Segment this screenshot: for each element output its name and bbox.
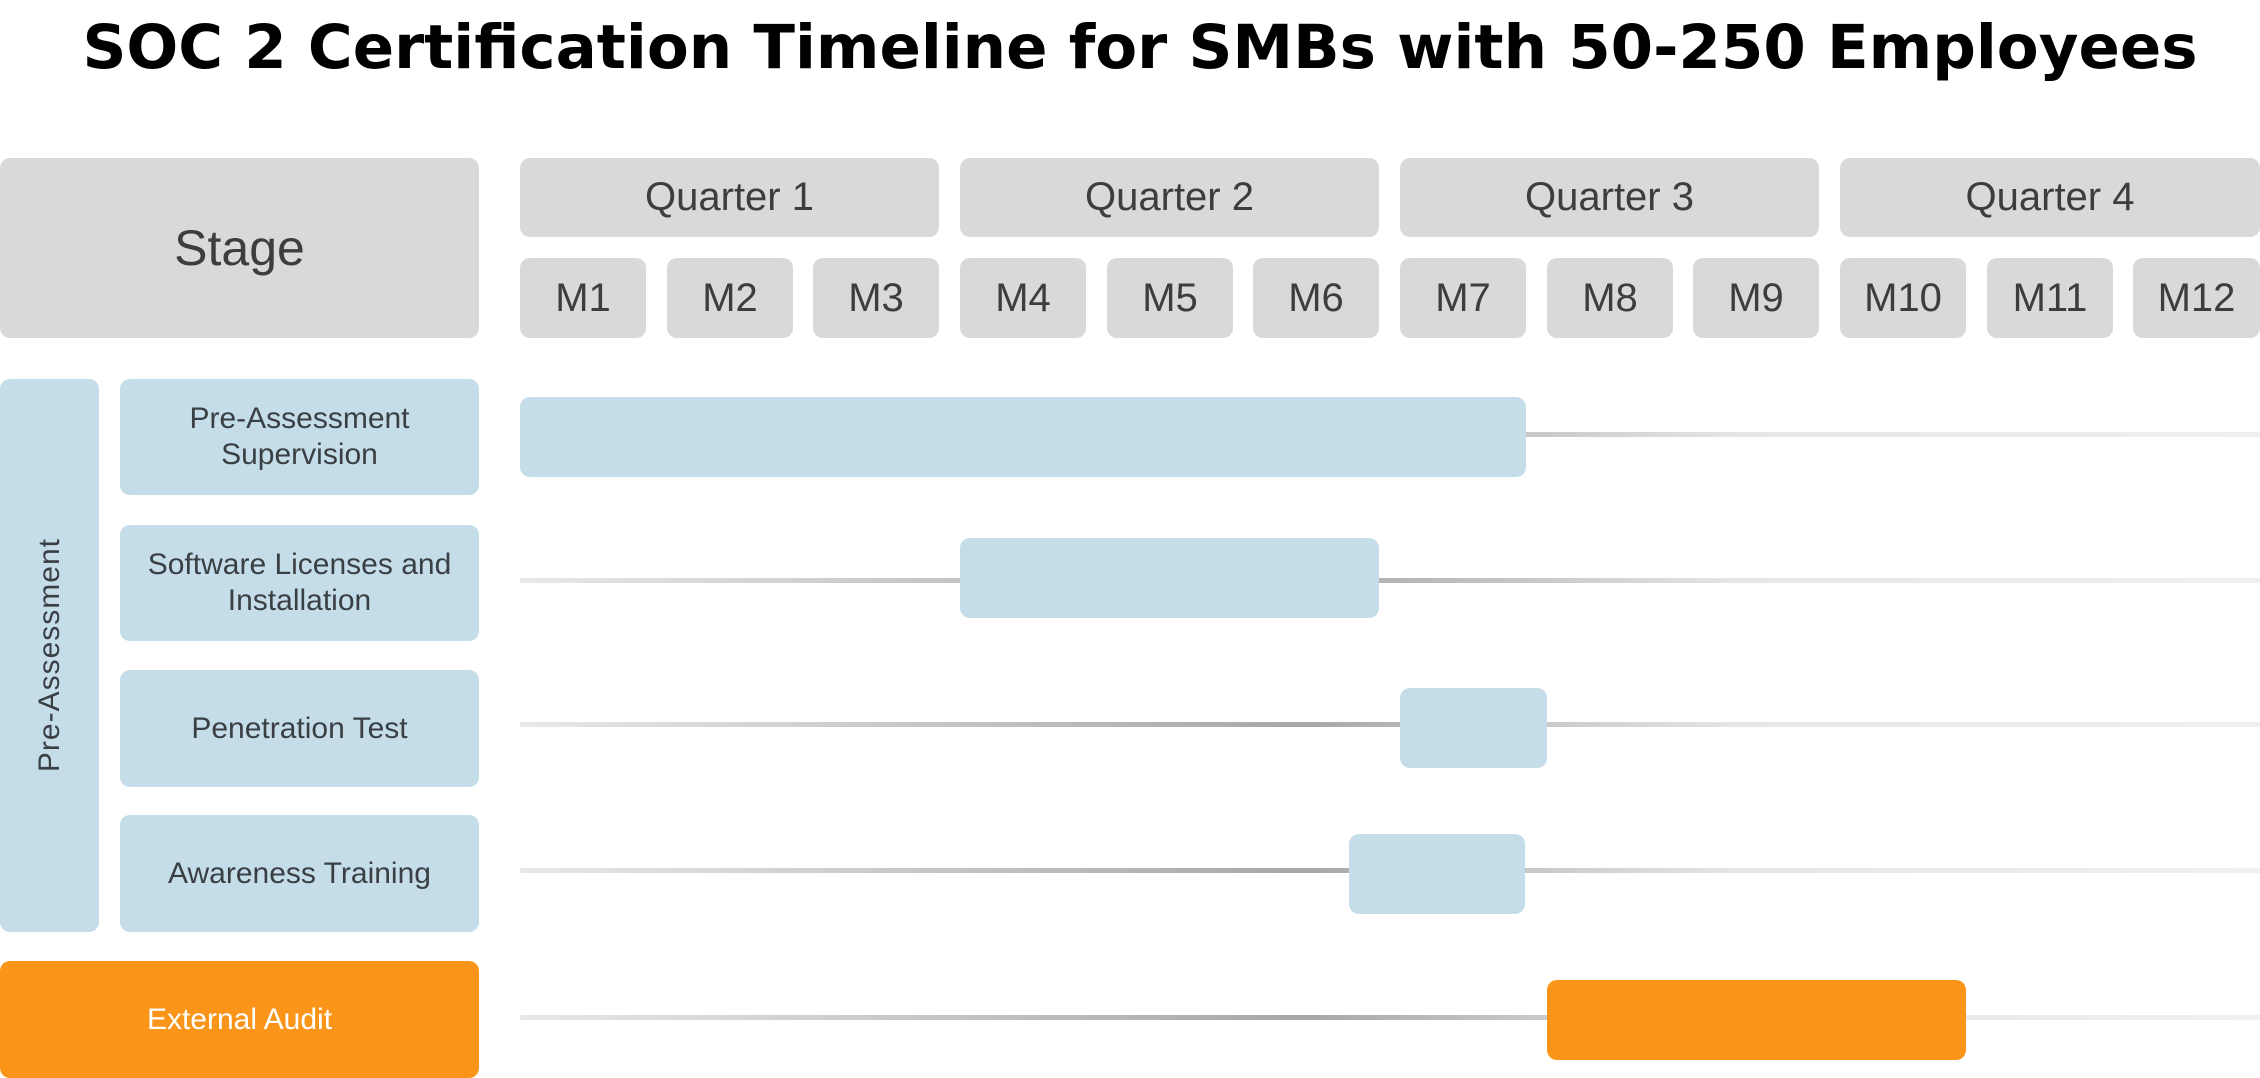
gantt-bar-3 — [1400, 688, 1547, 768]
quarter-4-label: Quarter 4 — [1965, 175, 2135, 219]
month-12-label: M12 — [2157, 275, 2236, 320]
quarter-1-label: Quarter 1 — [645, 175, 814, 219]
month-8-header: M8 — [1547, 258, 1673, 338]
quarter-1-header: Quarter 1 — [520, 158, 939, 237]
task-label-software-licenses: Software Licenses and Installation — [120, 525, 479, 641]
month-11-header: M11 — [1987, 258, 2113, 338]
month-4-header: M4 — [960, 258, 1086, 338]
track-software-licenses — [520, 578, 2260, 583]
quarter-2-label: Quarter 2 — [1085, 175, 1254, 219]
month-5-label: M5 — [1142, 275, 1198, 320]
gantt-bar-4 — [1348, 834, 1525, 914]
pre-assessment-group: Pre-Assessment — [0, 379, 99, 932]
month-1-header: M1 — [520, 258, 646, 338]
month-6-label: M6 — [1288, 275, 1344, 320]
month-5-header: M5 — [1107, 258, 1233, 338]
stage-header: Stage — [0, 158, 479, 338]
task-label-external-audit: External Audit — [0, 961, 479, 1078]
task-label-penetration-test: Penetration Test — [120, 670, 479, 787]
month-6-header: M6 — [1253, 258, 1379, 338]
month-4-label: M4 — [995, 275, 1051, 320]
month-2-label: M2 — [702, 275, 758, 320]
gantt-bar-1 — [520, 397, 1526, 477]
task-label-awareness-training: Awareness Training — [120, 815, 479, 932]
track-penetration-test — [520, 722, 2260, 727]
month-12-header: M12 — [2133, 258, 2260, 338]
task-label-text: Software Licenses and Installation — [147, 548, 452, 617]
quarter-3-header: Quarter 3 — [1400, 158, 1819, 237]
track-external-audit — [520, 1015, 2260, 1020]
page-title: SOC 2 Certification Timeline for SMBs wi… — [82, 12, 2198, 83]
stage-header-label: Stage — [174, 220, 305, 276]
month-9-label: M9 — [1728, 275, 1784, 320]
month-1-label: M1 — [555, 275, 611, 320]
month-8-label: M8 — [1582, 275, 1638, 320]
month-3-header: M3 — [813, 258, 939, 338]
quarter-3-label: Quarter 3 — [1525, 175, 1694, 219]
month-9-header: M9 — [1693, 258, 1819, 338]
task-label-text: External Audit — [146, 1002, 333, 1036]
quarter-2-header: Quarter 2 — [960, 158, 1379, 237]
month-10-label: M10 — [1864, 275, 1942, 320]
gantt-bar-2 — [960, 538, 1379, 618]
quarter-4-header: Quarter 4 — [1840, 158, 2260, 237]
task-label-text: Pre-Assessment Supervision — [189, 402, 410, 471]
gantt-bar-5 — [1546, 980, 1966, 1060]
month-2-header: M2 — [667, 258, 793, 338]
task-label-text: Awareness Training — [168, 856, 431, 890]
task-label-text: Penetration Test — [191, 711, 408, 745]
month-3-label: M3 — [848, 275, 904, 320]
month-11-label: M11 — [2012, 275, 2088, 320]
month-7-label: M7 — [1435, 275, 1491, 320]
pre-assessment-group-label: Pre-Assessment — [32, 538, 66, 773]
task-label-pre-assessment-supervision: Pre-Assessment Supervision — [120, 379, 479, 495]
month-7-header: M7 — [1400, 258, 1526, 338]
month-10-header: M10 — [1840, 258, 1966, 338]
